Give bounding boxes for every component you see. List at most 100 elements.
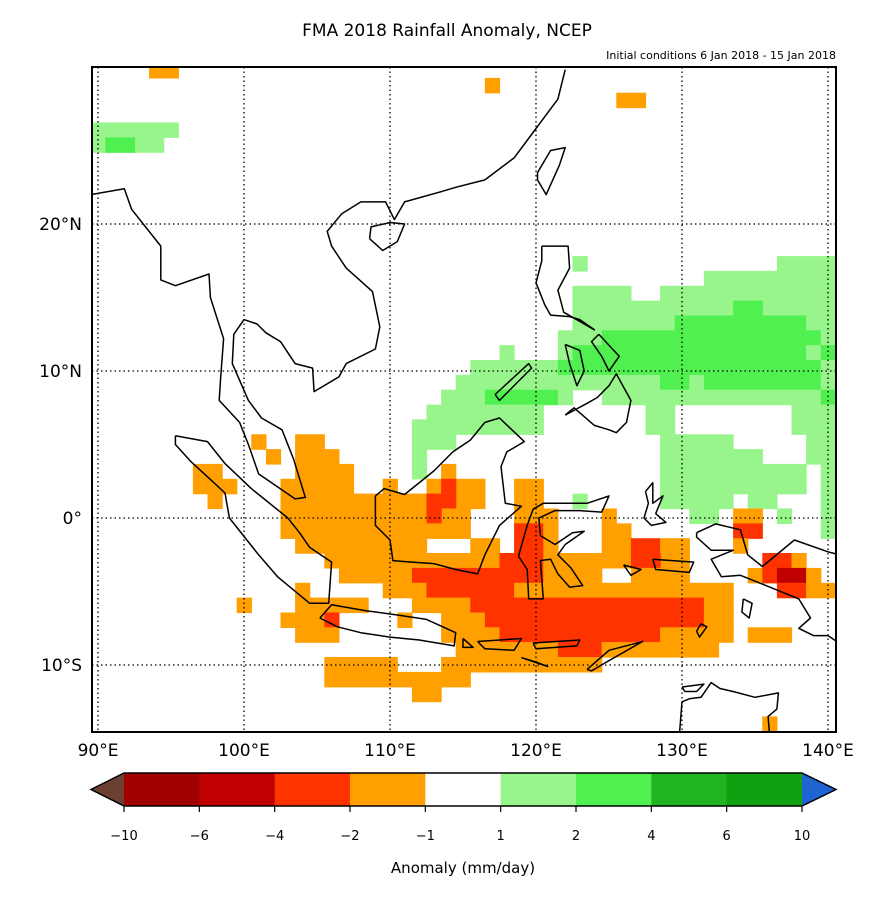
anomaly-cell	[484, 77, 501, 94]
anomaly-cell	[747, 493, 778, 510]
anomaly-cell	[601, 330, 822, 346]
coastline-sumatra	[174, 434, 333, 605]
anomaly-cell	[295, 627, 340, 643]
anomaly-cell	[660, 434, 734, 450]
anomaly-cell	[806, 434, 836, 450]
lon-label-140e: 140°E	[802, 741, 854, 761]
anomaly-cell	[820, 493, 836, 510]
anomaly-cell	[601, 523, 632, 539]
coastline-melville-island	[681, 683, 705, 693]
anomaly-cell	[689, 508, 720, 524]
anomaly-cell	[572, 256, 588, 272]
anomaly-cell	[514, 538, 544, 554]
anomaly-cell	[324, 657, 398, 673]
anomaly-cell	[280, 523, 471, 539]
anomaly-cell	[265, 449, 282, 465]
anomaly-cell	[426, 493, 457, 510]
anomaly-cell	[572, 493, 588, 510]
anomaly-cell	[426, 508, 442, 524]
anomaly-cell	[703, 374, 822, 391]
colorbar-tick-label: 10	[794, 829, 811, 844]
colorbar-segment	[500, 773, 577, 806]
map-frame	[91, 66, 837, 733]
anomaly-cell	[572, 300, 836, 317]
anomaly-cell	[192, 463, 223, 480]
anomaly-grid	[92, 67, 836, 732]
colorbar-segment	[274, 773, 351, 806]
coastline-timor	[586, 640, 644, 672]
anomaly-cell	[382, 582, 428, 599]
anomaly-cell	[806, 582, 836, 599]
anomaly-cell	[791, 553, 807, 569]
colorbar-tick-label: 6	[723, 829, 731, 844]
colorbar-tick-label: −4	[265, 829, 284, 844]
anomaly-cell	[455, 374, 661, 391]
anomaly-cell	[660, 538, 690, 554]
colorbar-segment	[576, 773, 652, 806]
anomaly-cell	[338, 567, 413, 584]
colorbar-tick-label: 4	[647, 829, 655, 844]
lon-tick-labels: 90°E 100°E 110°E 120°E 130°E 140°E	[78, 741, 854, 761]
anomaly-cell	[660, 463, 807, 480]
anomaly-cell	[762, 567, 778, 584]
anomaly-cell	[295, 463, 355, 480]
coastline-mainland-asia	[92, 69, 566, 500]
anomaly-cell	[324, 612, 340, 628]
anomaly-cell	[514, 582, 734, 599]
anomaly-cell	[806, 315, 836, 331]
map-subtitle: Initial conditions 6 Jan 2018 - 15 Jan 2…	[606, 49, 836, 62]
anomaly-cell	[441, 478, 457, 495]
coastlines	[92, 69, 850, 739]
anomaly-cell	[791, 419, 836, 435]
anomaly-cell	[543, 523, 559, 539]
anomaly-cell	[776, 582, 807, 599]
anomaly-cell	[820, 389, 836, 406]
anomaly-cell	[411, 449, 428, 465]
anomaly-cell	[426, 582, 515, 599]
colorbar-tick-label: −1	[416, 829, 435, 844]
anomaly-cell	[572, 315, 676, 331]
colorbar-segment	[726, 773, 803, 806]
anomaly-cell	[441, 627, 501, 643]
anomaly-cell	[557, 389, 574, 406]
colorbar-segment	[350, 773, 426, 806]
colorbar-extend-low	[91, 773, 124, 806]
coastline-panay-negros	[564, 343, 585, 387]
anomaly-cell	[470, 360, 559, 376]
coastline-sulawesi	[517, 495, 610, 600]
coastline-taiwan	[536, 146, 566, 196]
coastline-borneo	[374, 417, 526, 575]
coastline-aru	[741, 598, 753, 619]
anomaly-cell	[543, 538, 559, 554]
colorbar-tick-labels: −10 −6 −4 −2 −1 1 2 4 6 10	[110, 829, 810, 844]
lon-label-130e: 130°E	[656, 741, 708, 761]
anomaly-cell	[441, 657, 603, 673]
anomaly-cell	[601, 538, 632, 554]
colorbar-label: Anomaly (mm/day)	[391, 859, 535, 877]
anomaly-cell	[806, 567, 822, 584]
anomaly-cell	[806, 345, 822, 361]
lat-tick-labels: 20°N 10°N 0° 10°S	[39, 215, 82, 676]
anomaly-cell	[791, 404, 836, 421]
coastline-samar-leyte	[590, 333, 620, 372]
anomaly-cell	[776, 256, 836, 272]
anomaly-cell	[411, 434, 457, 450]
anomaly-cell	[820, 463, 836, 480]
lat-label-eq: 0°	[63, 509, 82, 529]
anomaly-cell	[514, 493, 544, 510]
anomaly-cell	[295, 582, 311, 599]
anomaly-cell	[411, 686, 442, 703]
anomaly-cell	[820, 508, 836, 524]
coastline-cape-york	[840, 693, 850, 739]
lon-label-120e: 120°E	[510, 741, 562, 761]
anomaly-cell	[660, 493, 734, 510]
anomaly-cell	[660, 285, 836, 302]
anomaly-cell	[557, 345, 574, 361]
anomaly-cell	[572, 345, 807, 361]
anomaly-cell	[616, 92, 647, 109]
anomaly-cell	[251, 434, 267, 450]
coastline-palawan	[494, 362, 533, 402]
anomaly-cell	[295, 434, 325, 450]
colorbar-segment	[425, 773, 502, 806]
colorbar-segment	[199, 773, 276, 806]
